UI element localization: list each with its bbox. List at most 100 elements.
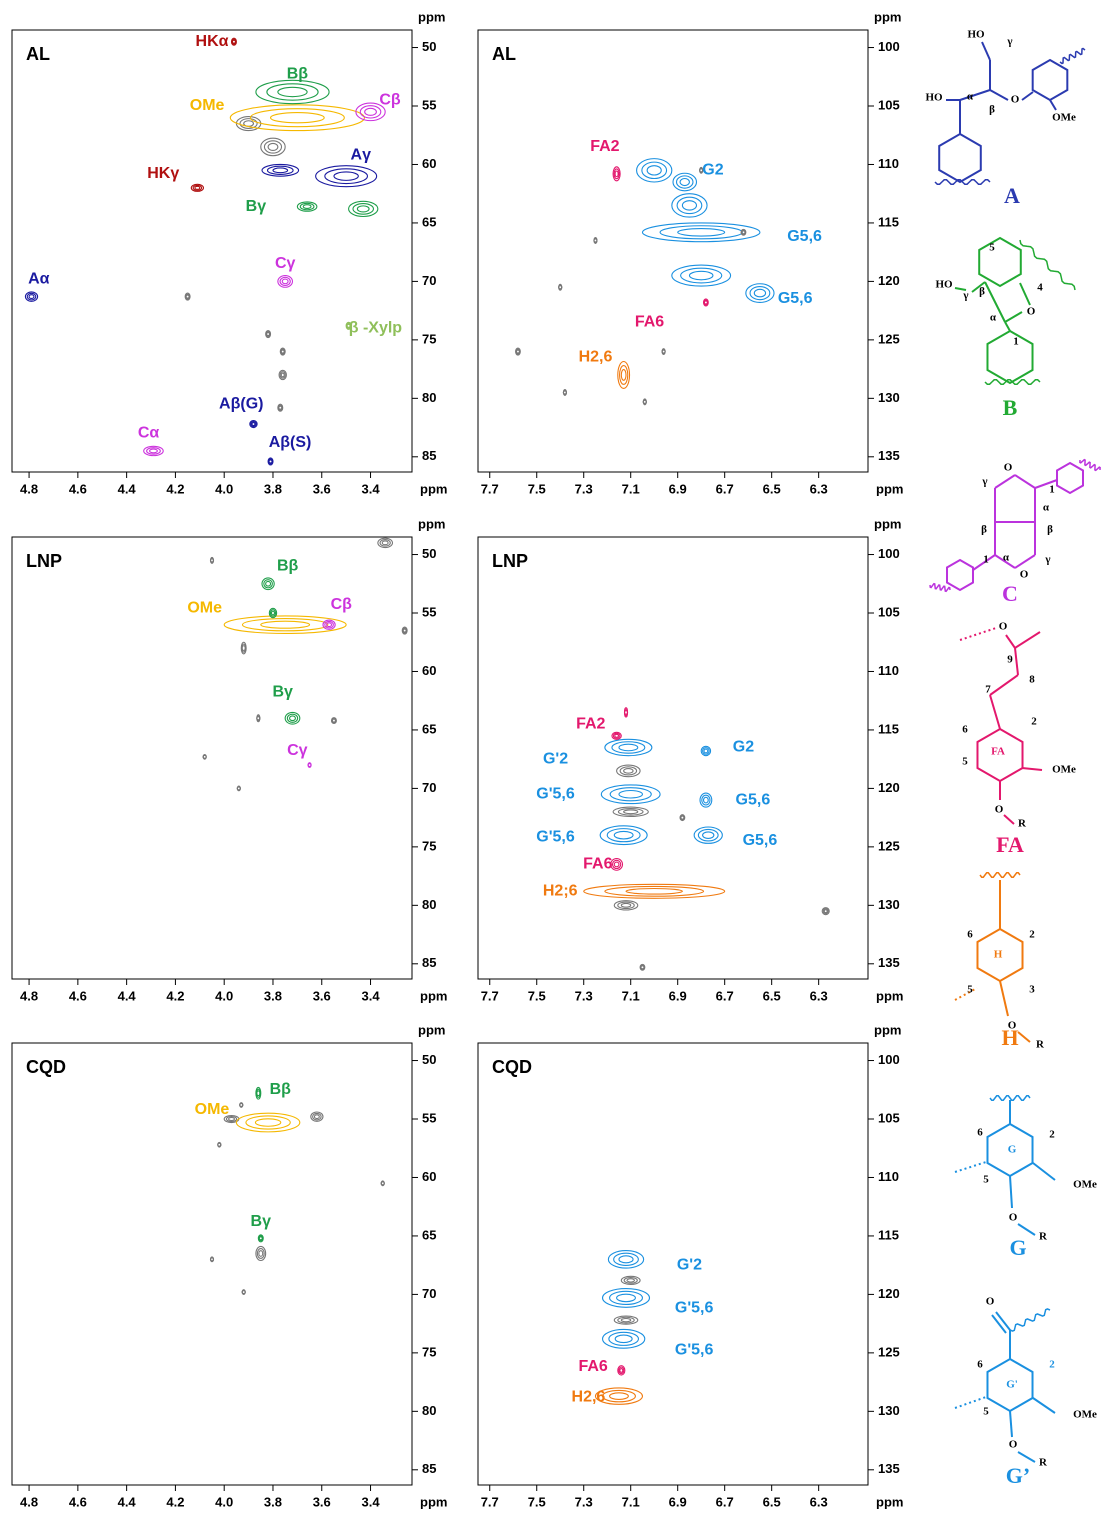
cross-peak: [303, 205, 311, 209]
bond: [1000, 981, 1008, 1016]
cross-peak: [229, 1118, 235, 1121]
cross-peak: [643, 400, 646, 403]
cross-peak: [195, 186, 200, 189]
x-tick-label: 4.6: [69, 481, 87, 496]
cross-peak: [257, 1091, 260, 1096]
cross-peak: [614, 862, 619, 867]
x-tick-label: 7.1: [622, 481, 640, 496]
cross-peak: [609, 1332, 639, 1345]
peak-label: G'2: [677, 1256, 702, 1273]
structure-label: B: [1003, 395, 1018, 420]
cross-peak: [242, 619, 327, 631]
cross-peak: [279, 406, 282, 409]
bond: [996, 1312, 1010, 1330]
cross-peak: [704, 749, 708, 753]
cross-peak: [365, 108, 377, 115]
cross-peak: [614, 1253, 639, 1265]
peak-label: FA6: [583, 856, 612, 873]
bond: [990, 675, 1018, 695]
atom-label: O: [1004, 462, 1013, 474]
y-tick-label: 50: [422, 1052, 436, 1067]
y-tick-label: 120: [878, 780, 900, 795]
ring: [1033, 60, 1068, 100]
cross-peak: [689, 271, 712, 279]
atom-label: γ: [1006, 36, 1012, 48]
y-tick-label: 50: [422, 39, 436, 54]
x-tick-label: 4.4: [118, 1494, 137, 1509]
y-axis-label: ppm: [874, 516, 901, 531]
panel-label: CQD: [26, 1057, 66, 1077]
cross-peak: [203, 755, 206, 758]
cross-peak: [610, 1393, 629, 1400]
atom-label: γ: [1044, 554, 1050, 566]
cross-peak: [237, 787, 240, 790]
bond: [1005, 312, 1022, 322]
wavy-bond: [930, 584, 950, 592]
peak-label: G2: [702, 162, 723, 179]
peak-label: Bβ: [270, 1081, 292, 1098]
bond: [1006, 635, 1015, 648]
plot-frame: [478, 1043, 868, 1485]
atom-label: 6: [962, 724, 968, 736]
x-tick-label: 4.0: [215, 481, 233, 496]
y-axis-label: ppm: [874, 9, 901, 24]
figure: 50556065707580854.84.64.44.24.03.83.63.4…: [0, 0, 1113, 1514]
cross-peak: [627, 1279, 635, 1282]
atom-label: O: [995, 804, 1004, 816]
cross-peak: [242, 646, 245, 651]
cross-peak: [290, 716, 296, 721]
atom-label: O: [999, 621, 1008, 633]
ring: [947, 560, 973, 590]
y-tick-label: 135: [878, 1461, 900, 1476]
y-tick-label: 85: [422, 1461, 436, 1476]
y-tick-label: 120: [878, 1286, 900, 1301]
cross-peak: [660, 226, 742, 239]
cross-peak: [677, 197, 702, 213]
cross-peak: [252, 423, 255, 426]
x-tick-label: 4.8: [20, 988, 38, 1003]
cross-peak: [281, 350, 284, 353]
atom-label: 6: [977, 1127, 983, 1139]
bond: [992, 1315, 1006, 1333]
bond: [1005, 322, 1010, 331]
y-tick-label: 100: [878, 39, 900, 54]
plot-frame: [478, 537, 868, 979]
cross-peak: [314, 1115, 319, 1119]
structure-label: C: [1002, 581, 1018, 606]
cross-peak: [242, 1291, 245, 1294]
cross-peak: [704, 301, 707, 304]
peak-label: G2: [733, 739, 754, 756]
cross-peak: [353, 204, 373, 215]
structure-label: G’: [1006, 1463, 1030, 1488]
wavy-bond: [1060, 49, 1085, 64]
y-tick-label: 55: [422, 604, 436, 619]
peak-label: Aβ(S): [269, 434, 312, 451]
cross-peak: [742, 231, 745, 234]
cross-peak: [624, 769, 633, 774]
x-tick-label: 6.5: [763, 1494, 781, 1509]
y-tick-label: 55: [422, 97, 436, 112]
atom-label: 1: [983, 554, 989, 566]
x-tick-label: 6.7: [716, 988, 734, 1003]
cross-peak: [563, 391, 566, 394]
panel-label: LNP: [26, 551, 62, 571]
atom-label: HO: [925, 92, 943, 104]
x-tick-label: 6.7: [716, 1494, 734, 1509]
x-tick-label: 7.3: [575, 481, 593, 496]
x-tick-label: 3.6: [313, 481, 331, 496]
atom-label: O: [1027, 306, 1036, 318]
atom-label: OMe: [1073, 1179, 1097, 1191]
x-tick-label: 6.5: [763, 481, 781, 496]
bond: [1015, 632, 1040, 648]
peak-label: G'5,6: [675, 1342, 714, 1359]
atom-label: α: [990, 312, 997, 324]
x-tick-label: 4.4: [118, 988, 137, 1003]
peak-label: Aβ(G): [219, 395, 263, 412]
bond: [1015, 475, 1035, 488]
peak-label: Bγ: [246, 198, 267, 215]
cross-peak: [150, 449, 158, 453]
cross-peak: [267, 84, 318, 100]
y-tick-label: 70: [422, 1286, 436, 1301]
x-axis-label: ppm: [420, 988, 447, 1003]
atom-label: β: [979, 286, 985, 298]
